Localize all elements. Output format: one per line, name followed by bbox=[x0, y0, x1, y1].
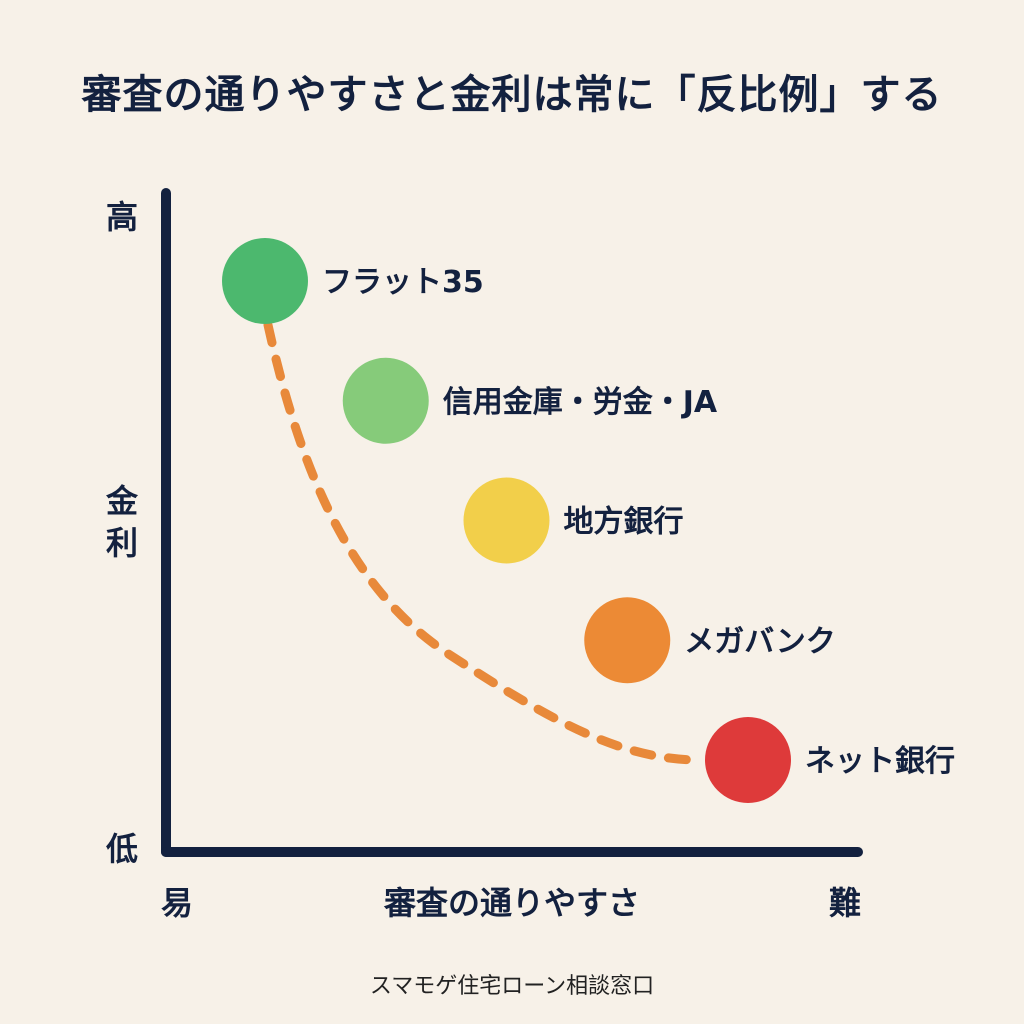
point-marker-2 bbox=[342, 357, 429, 444]
point-label-3: 地方銀行 bbox=[564, 505, 684, 540]
trend-line bbox=[263, 320, 705, 765]
x-tick-low: 易 bbox=[161, 884, 193, 922]
point-label-1: フラット35 bbox=[322, 265, 484, 300]
page-title: 審査の通りやすさと金利は常に「反比例」する bbox=[81, 72, 943, 118]
point-marker-4 bbox=[584, 597, 671, 684]
point-label-4: メガバンク bbox=[684, 624, 836, 659]
point-label-2: 信用金庫・労金・JA bbox=[443, 385, 718, 420]
point-marker-5 bbox=[705, 717, 791, 803]
x-axis-label: 審査の通りやすさ bbox=[383, 884, 640, 922]
y-tick-low: 低 bbox=[106, 830, 138, 868]
point-marker-3 bbox=[463, 477, 550, 564]
point-label-5: ネット銀行 bbox=[805, 744, 955, 779]
point-marker-1 bbox=[222, 238, 308, 324]
y-tick-high: 高 bbox=[106, 198, 138, 236]
x-tick-high: 難 bbox=[829, 884, 861, 922]
footer-credit: スマモゲ住宅ローン相談窓口 bbox=[369, 974, 655, 999]
y-axis-label: 金利 bbox=[105, 482, 139, 562]
